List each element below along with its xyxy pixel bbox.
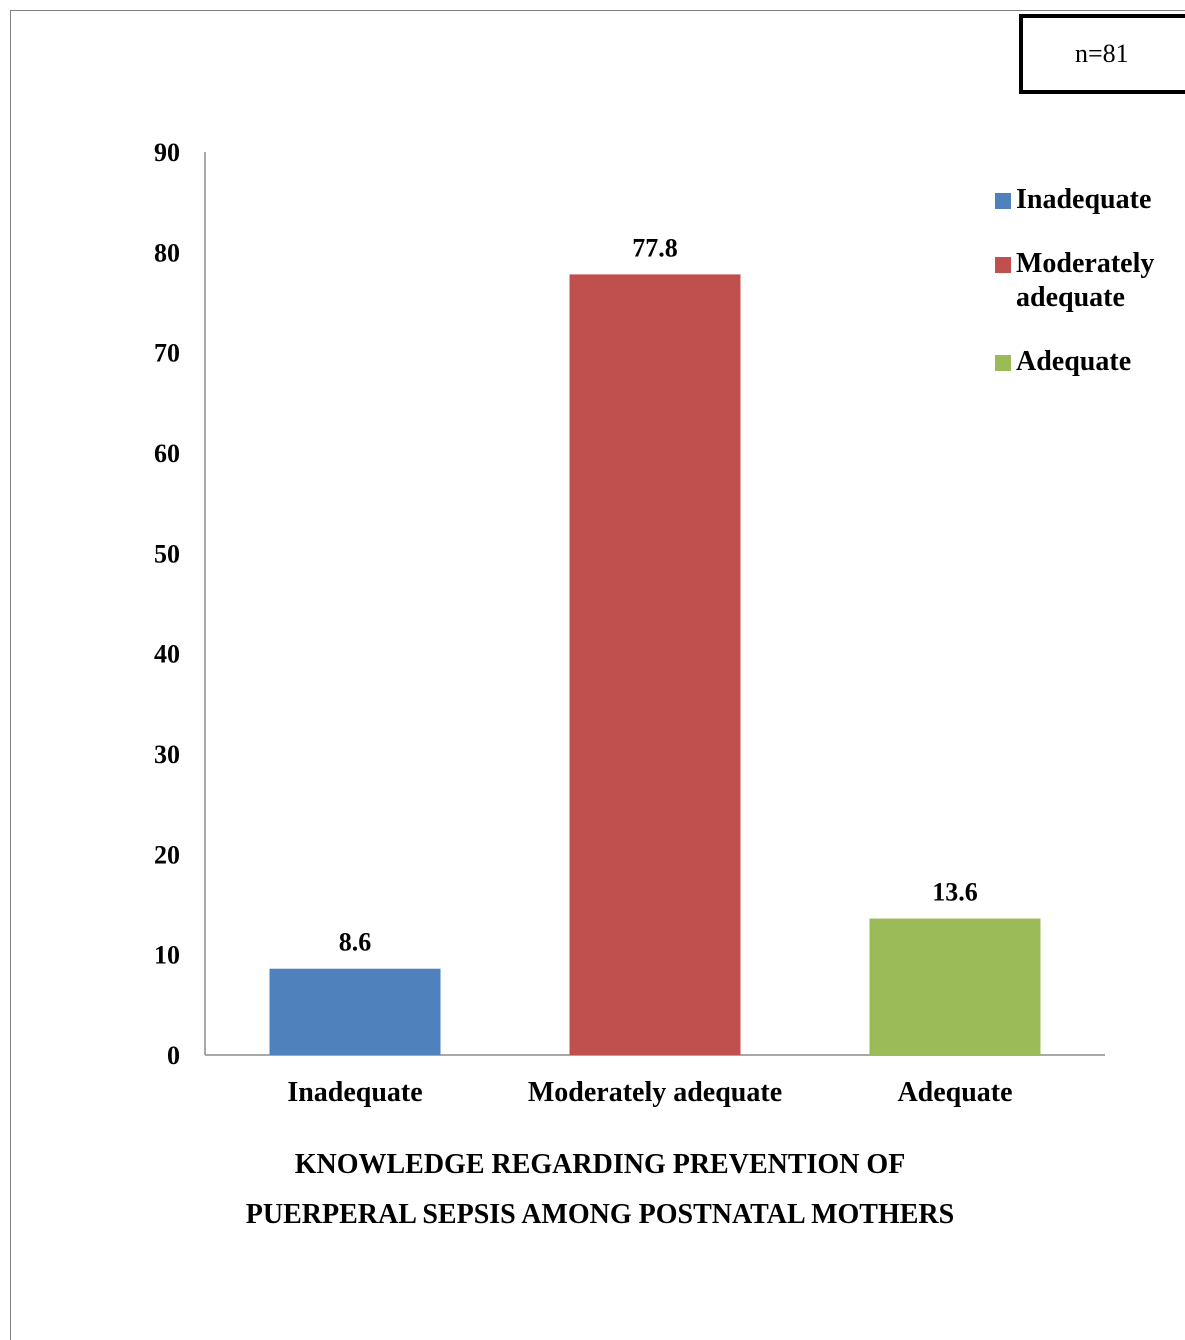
y-tick-label: 50 [154,539,180,568]
bar-1 [569,274,741,1055]
data-label: 8.6 [339,928,372,957]
legend-swatch [995,257,1011,273]
legend-label: Inadequate [1016,184,1152,215]
legend-item: Moderately adequate [995,247,1180,315]
x-tick-label: Inadequate [287,1077,422,1108]
bar-0 [269,968,441,1055]
bar-2 [869,918,1041,1055]
y-tick-label: 20 [154,840,180,869]
legend-item: Inadequate [995,183,1180,217]
y-tick-label: 0 [167,1041,180,1070]
y-tick-label: 10 [154,941,180,970]
legend-label: Adequate [1016,346,1132,377]
x-axis-title-line-1: KNOWLEDGE REGARDING PREVENTION OF [294,1149,906,1180]
legend-swatch [995,355,1011,371]
x-tick-label: Moderately adequate [528,1077,782,1108]
legend-swatch [995,193,1011,209]
y-tick-label: 60 [154,439,180,468]
figure-frame [10,10,1185,1340]
legend-item: Adequate [995,345,1180,379]
y-tick-label: 70 [154,339,180,368]
x-axis-title: KNOWLEDGE REGARDING PREVENTION OF PUERPE… [100,1140,1100,1240]
x-axis-title-line-2: PUERPERAL SEPSIS AMONG POSTNATAL MOTHERS [245,1199,955,1230]
y-tick-label: 40 [154,640,180,669]
legend-label: Moderately adequate [1016,248,1155,313]
y-tick-label: 30 [154,740,180,769]
data-label: 77.8 [632,233,678,262]
sample-size-label: n=81 [1075,39,1129,68]
data-label: 13.6 [932,878,978,907]
sample-size-box: n=81 [1019,14,1185,94]
y-tick-label: 90 [154,138,180,167]
y-tick-label: 80 [154,238,180,267]
x-tick-label: Adequate [897,1077,1012,1108]
legend: Inadequate Moderately adequate Adequate [995,183,1180,409]
